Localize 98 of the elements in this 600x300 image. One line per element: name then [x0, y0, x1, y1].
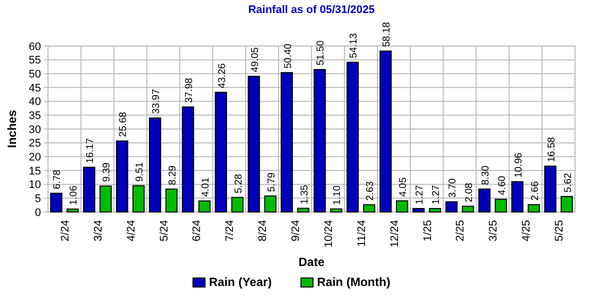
bar	[198, 200, 211, 212]
x-tick-label: 4/24	[125, 220, 138, 242]
x-tick-label: 5/25	[554, 220, 566, 242]
x-tick-label: 1/25	[422, 220, 434, 242]
bar	[100, 186, 112, 212]
data-label: 54.13	[348, 32, 360, 58]
y-tick-label: 0	[34, 206, 41, 219]
y-tick-label: 10	[28, 179, 41, 192]
data-label: 1.27	[414, 184, 426, 204]
bar	[182, 106, 194, 212]
bar	[280, 72, 293, 212]
y-tick-label: 20	[28, 152, 41, 164]
bar	[494, 198, 507, 212]
x-tick-label: 10/24	[322, 220, 335, 248]
x-tick-label: 7/24	[224, 220, 236, 242]
bar	[297, 208, 310, 212]
data-label: 43.26	[216, 62, 228, 88]
data-label: 6.78	[52, 169, 64, 190]
bar	[528, 204, 540, 212]
x-tick-label: 2/25	[454, 220, 467, 242]
y-tick-label: 45	[28, 82, 41, 94]
y-tick-label: 40	[28, 96, 41, 108]
data-label: 51.50	[316, 40, 327, 66]
bar	[478, 188, 491, 212]
bar	[511, 181, 524, 212]
bar	[214, 92, 228, 212]
data-label: 49.05	[250, 46, 261, 72]
data-label: 3.70	[447, 178, 458, 198]
bar	[462, 206, 474, 212]
data-label: 2.63	[365, 180, 376, 201]
x-tick-label: 4/25	[520, 220, 533, 242]
bar	[330, 208, 342, 212]
data-label: 2.08	[464, 182, 475, 202]
x-tick-label: 3/24	[92, 220, 104, 242]
data-label: 58.18	[382, 22, 393, 48]
bar	[50, 192, 62, 212]
data-label: 25.68	[118, 111, 130, 137]
y-tick-label: 50	[28, 68, 41, 81]
data-label: 4.05	[398, 176, 410, 197]
y-tick-label: 35	[28, 110, 41, 122]
data-label: 2.66	[530, 180, 541, 201]
bar	[560, 196, 573, 212]
data-label: 1.10	[332, 185, 344, 205]
y-tick-label: 30	[28, 124, 41, 136]
bar	[231, 196, 244, 212]
chart-title: Rainfall as of 05/31/2025	[248, 4, 375, 16]
y-tick-label: 60	[28, 40, 41, 53]
bar	[544, 166, 556, 212]
data-label: 8.30	[480, 165, 492, 186]
data-label: 9.51	[134, 162, 146, 182]
x-tick-label: 9/24	[290, 220, 302, 242]
data-label: 33.97	[151, 88, 162, 114]
x-tick-label: 12/24	[388, 220, 401, 248]
data-label: 9.39	[102, 162, 113, 182]
bar	[346, 62, 359, 212]
data-label: 37.98	[184, 77, 195, 103]
bar	[66, 208, 79, 212]
bar	[132, 185, 145, 212]
bar	[314, 69, 326, 212]
x-tick-label: 3/25	[488, 220, 500, 242]
x-tick-label: 6/24	[191, 220, 204, 242]
x-tick-label: 8/24	[257, 220, 270, 242]
x-tick-label: 5/24	[158, 220, 170, 242]
data-label: 4.60	[496, 175, 508, 196]
y-tick-label: 25	[28, 138, 41, 150]
bar	[380, 50, 392, 212]
data-label: 5.79	[266, 172, 278, 192]
data-label: 10.96	[513, 152, 524, 178]
data-label: 1.27	[431, 184, 442, 204]
x-axis-title: Date	[298, 255, 325, 269]
data-label: 1.06	[68, 185, 80, 206]
data-label: 5.62	[562, 172, 574, 192]
bar	[264, 195, 276, 212]
data-label: 1.35	[299, 184, 310, 204]
bar	[445, 201, 458, 212]
x-tick-label: 11/24	[356, 220, 368, 247]
x-tick-label: 2/24	[59, 220, 72, 242]
data-label: 8.29	[168, 165, 179, 186]
data-label: 4.01	[200, 177, 212, 197]
y-tick-label: 15	[28, 165, 41, 178]
data-label: 50.40	[282, 43, 294, 69]
bar	[83, 166, 96, 212]
bar	[116, 140, 128, 212]
bar	[428, 208, 442, 212]
bar	[363, 204, 376, 212]
y-axis-title: Inches	[5, 110, 19, 148]
y-tick-label: 55	[28, 54, 41, 67]
bar	[412, 208, 425, 212]
data-label: 5.28	[233, 173, 244, 194]
data-label: 16.17	[85, 138, 96, 164]
data-label: 16.58	[546, 136, 558, 162]
y-tick-label: 5	[34, 193, 41, 206]
legend-label: Rain (Year)	[209, 275, 272, 289]
bar	[248, 76, 260, 212]
bar	[165, 188, 178, 212]
legend-label: Rain (Month)	[317, 275, 390, 289]
bar	[396, 200, 408, 212]
bar	[148, 118, 162, 212]
